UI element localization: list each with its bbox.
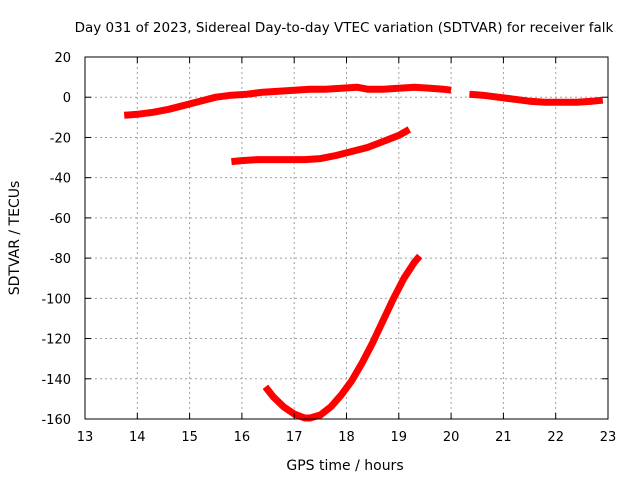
series-track-1a [123,83,452,119]
chart-title: Day 031 of 2023, Sidereal Day-to-day VTE… [75,20,614,36]
y-tick-label: -60 [50,212,71,227]
tick-label-layer: 13 14 15 16 17 18 19 20 21 22 23 20 0 -20 -40 -60 -80 -10… [41,51,616,445]
x-tick-label: 15 [181,430,198,445]
series-layer [123,83,604,422]
y-axis-label: SDTVAR / TECUs [7,181,23,296]
x-axis-label: GPS time / hours [286,458,403,474]
series-track-3 [262,253,423,422]
x-tick-label: 16 [234,430,251,445]
y-tick-label: -140 [41,373,71,388]
series-track-1b [469,90,604,106]
y-tick-label: -80 [50,252,71,267]
tick-layer [84,56,609,420]
x-tick-label: 20 [443,430,460,445]
grid-layer [85,57,608,419]
x-tick-label: 14 [129,430,146,445]
x-tick-label: 18 [338,430,355,445]
x-tick-label: 13 [77,430,94,445]
series-track-2 [231,126,412,166]
y-tick-label: 20 [54,51,71,66]
x-tick-label: 19 [391,430,408,445]
x-tick-label: 22 [547,430,564,445]
y-tick-label: -20 [50,131,71,146]
y-tick-label: -160 [41,413,71,428]
y-tick-label: -100 [41,292,71,307]
x-tick-label: 21 [495,430,512,445]
y-tick-label: 0 [63,91,71,106]
y-tick-label: -40 [50,172,71,187]
y-tick-label: -120 [41,333,71,348]
x-tick-label: 17 [286,430,303,445]
x-tick-label: 23 [600,430,617,445]
